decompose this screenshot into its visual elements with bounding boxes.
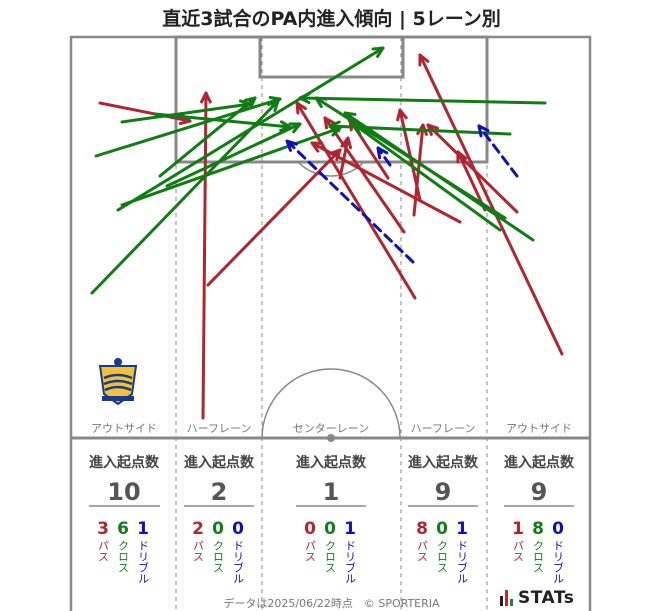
dribble-type-label: ドリブル: [232, 540, 245, 584]
stats-block-center: 進入起点数 1: [296, 454, 367, 506]
dribble-arrow: [285, 139, 415, 264]
dribble-arrow: [477, 124, 519, 178]
footer-note: データは2025/06/22時点 © SPORTERIA: [223, 597, 440, 610]
cross-arrow: [353, 123, 502, 232]
cross-type-label: クロス: [436, 540, 449, 573]
brand-name: STATs: [518, 588, 575, 608]
stats-header: 進入起点数: [89, 454, 160, 471]
team-crest-icon: [98, 358, 138, 406]
pass-arrow: [338, 136, 352, 180]
cross-arrow: [116, 46, 385, 212]
center-spot: [327, 434, 335, 442]
pass-arrow: [323, 116, 406, 234]
lane-label-4: ハーフレーン: [411, 422, 476, 435]
pass-arrow: [418, 53, 564, 356]
type-counts: 3パス6クロス1ドリブル2パス0クロス0ドリブル0パス0クロス1ドリブル8パス0…: [97, 519, 565, 584]
pass-type-label: パス: [416, 540, 429, 562]
cross-count: 8: [532, 519, 544, 539]
cross-arrow: [165, 122, 302, 188]
dribble-count: 0: [232, 519, 244, 539]
pass-count: 3: [97, 519, 109, 539]
pass-arrow: [310, 141, 462, 224]
cross-arrow: [314, 96, 507, 220]
stats-header: 進入起点数: [184, 454, 255, 471]
cross-type-label: クロス: [532, 540, 545, 573]
cross-arrow: [94, 96, 282, 158]
goal-area: [258, 35, 405, 79]
cross-arrow: [120, 125, 342, 207]
stats-total: 9: [531, 478, 548, 506]
dribble-arrow: [376, 146, 392, 167]
cross-arrow: [153, 112, 292, 132]
pass-type-label: パス: [97, 540, 110, 562]
cross-arrow: [158, 96, 257, 178]
stats-total: 2: [211, 478, 228, 506]
cross-count: 0: [324, 519, 336, 539]
lane-label-5: アウトサイド: [506, 422, 572, 435]
center-circle: [261, 368, 401, 439]
dribble-type-label: ドリブル: [552, 540, 565, 584]
dribble-count: 1: [344, 519, 356, 539]
pass-count: 1: [512, 519, 524, 539]
brand-logo: STATs: [500, 588, 574, 608]
pass-arrow: [206, 148, 342, 287]
pass-count: 0: [304, 519, 316, 539]
dribble-count: 1: [137, 519, 149, 539]
pass-count: 2: [192, 519, 204, 539]
stats-block-outside-left: 進入起点数 10: [89, 454, 160, 506]
cross-arrow: [298, 92, 547, 105]
dribble-type-label: ドリブル: [137, 540, 150, 584]
chart-title: 直近3試合のPA内進入傾向 | 5レーン別: [162, 8, 501, 30]
pass-arrow: [295, 101, 417, 300]
pass-type-label: パス: [192, 540, 205, 562]
stats-header: 進入起点数: [296, 454, 367, 471]
cross-count: 0: [212, 519, 224, 539]
stats-logo-icon: [500, 590, 513, 606]
cross-type-label: クロス: [212, 540, 225, 573]
lane-label-3: センターレーン: [293, 422, 369, 435]
stats-total: 9: [435, 478, 452, 506]
stats-block-half-left: 進入起点数 2: [184, 454, 255, 506]
pass-count: 8: [416, 519, 428, 539]
pass-arrow: [200, 91, 212, 420]
cross-count: 6: [117, 519, 129, 539]
stats-total: 1: [323, 478, 340, 506]
dribble-type-label: ドリブル: [456, 540, 469, 584]
entry-arrows: [90, 46, 564, 420]
dribble-count: 1: [456, 519, 468, 539]
pass-arrow: [396, 108, 422, 202]
pass-arrow: [456, 150, 487, 212]
pitch-lines: [69, 35, 592, 611]
pass-type-label: パス: [512, 540, 525, 562]
stats-total: 10: [107, 478, 140, 506]
stats-header: 進入起点数: [504, 454, 575, 471]
stats-header: 進入起点数: [408, 454, 479, 471]
pass-type-label: パス: [304, 540, 317, 562]
dribble-type-label: ドリブル: [344, 540, 357, 584]
stats-block-half-right: 進入起点数 9: [408, 454, 479, 506]
cross-type-label: クロス: [324, 540, 337, 573]
lane-labels: アウトサイド ハーフレーン センターレーン ハーフレーン アウトサイド: [91, 422, 572, 435]
lane-label-1: アウトサイド: [91, 422, 157, 435]
cross-count: 0: [436, 519, 448, 539]
lane-label-2: ハーフレーン: [187, 422, 252, 435]
cross-type-label: クロス: [117, 540, 130, 573]
stats-block-outside-right: 進入起点数 9: [504, 454, 575, 506]
dribble-count: 0: [552, 519, 564, 539]
